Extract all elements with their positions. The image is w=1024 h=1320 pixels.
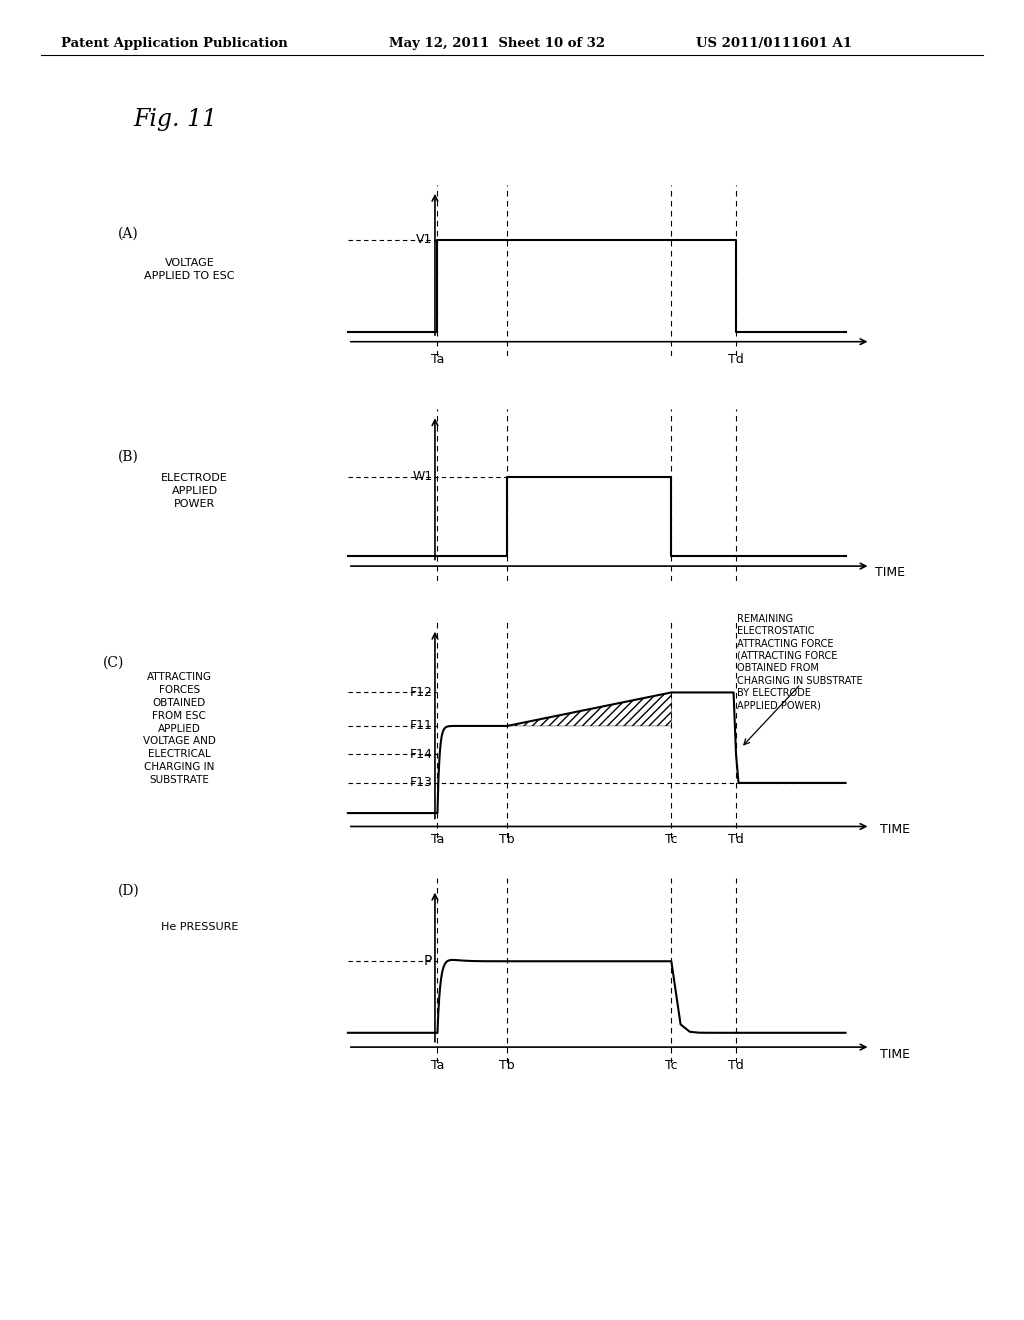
Text: He PRESSURE: He PRESSURE (161, 921, 239, 932)
Text: Ta: Ta (431, 352, 444, 366)
Text: Ta: Ta (431, 1059, 444, 1072)
Text: Tc: Tc (665, 833, 678, 846)
Text: TIME: TIME (881, 1048, 910, 1061)
Text: US 2011/0111601 A1: US 2011/0111601 A1 (696, 37, 852, 50)
Text: ATTRACTING
FORCES
OBTAINED
FROM ESC
APPLIED
VOLTAGE AND
ELECTRICAL
CHARGING IN
S: ATTRACTING FORCES OBTAINED FROM ESC APPL… (142, 672, 216, 785)
Text: F12: F12 (410, 686, 432, 700)
Text: Tb: Tb (500, 1059, 515, 1072)
Text: (A): (A) (118, 227, 138, 240)
Text: TIME: TIME (881, 824, 910, 837)
Text: F11: F11 (410, 719, 432, 733)
Text: Tb: Tb (500, 833, 515, 846)
Text: TIME: TIME (876, 566, 905, 578)
Text: ELECTRODE
APPLIED
POWER: ELECTRODE APPLIED POWER (161, 473, 228, 510)
Text: REMAINING
ELECTROSTATIC
ATTRACTING FORCE
(ATTRACTING FORCE
OBTAINED FROM
CHARGIN: REMAINING ELECTROSTATIC ATTRACTING FORCE… (737, 614, 863, 710)
Text: Tc: Tc (665, 1059, 678, 1072)
Text: V1: V1 (416, 234, 432, 247)
Text: F13: F13 (410, 776, 432, 789)
Text: Td: Td (728, 833, 743, 846)
Text: Fig. 11: Fig. 11 (133, 108, 217, 131)
Text: W1: W1 (413, 470, 432, 483)
Text: P: P (424, 954, 432, 969)
Text: Ta: Ta (431, 833, 444, 846)
Text: Td: Td (728, 352, 743, 366)
Text: VOLTAGE
APPLIED TO ESC: VOLTAGE APPLIED TO ESC (144, 257, 234, 281)
Text: F14: F14 (410, 748, 432, 760)
Text: Td: Td (728, 1059, 743, 1072)
Text: (D): (D) (118, 884, 139, 898)
Text: (C): (C) (102, 656, 124, 669)
Text: Patent Application Publication: Patent Application Publication (61, 37, 288, 50)
Text: May 12, 2011  Sheet 10 of 32: May 12, 2011 Sheet 10 of 32 (389, 37, 605, 50)
Text: (B): (B) (118, 450, 138, 463)
